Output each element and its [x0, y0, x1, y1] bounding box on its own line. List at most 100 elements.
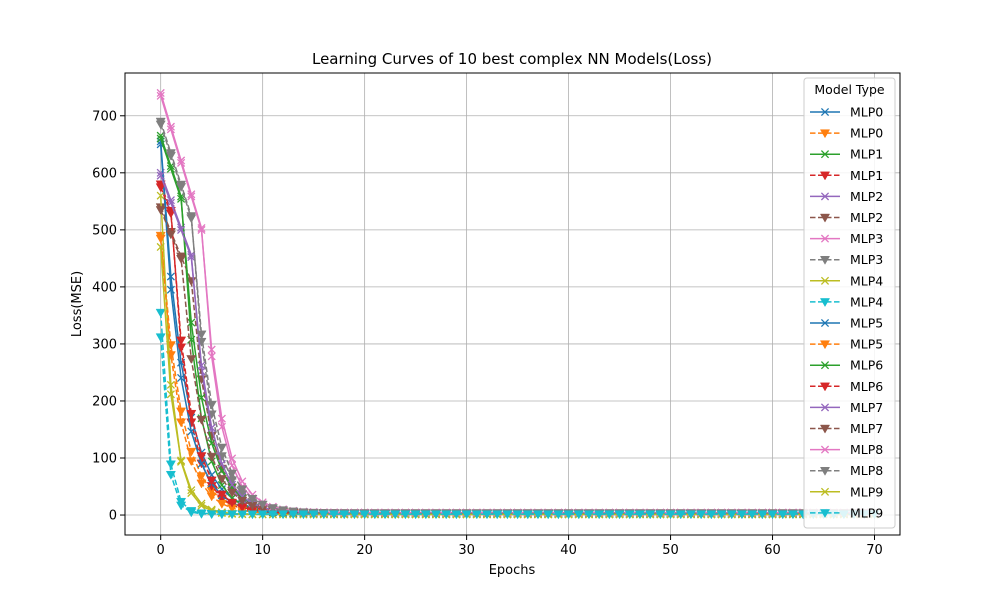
data-point	[665, 510, 676, 520]
legend-marker	[820, 318, 830, 328]
data-point	[747, 510, 758, 520]
data-point	[165, 151, 176, 161]
data-point	[186, 355, 197, 364]
data-point	[237, 510, 248, 520]
data-point	[777, 510, 788, 520]
data-point	[155, 120, 166, 130]
legend-marker	[819, 298, 831, 308]
data-point	[155, 308, 166, 318]
data-point	[543, 510, 554, 520]
data-point	[237, 496, 248, 506]
chart-title: Learning Curves of 10 best complex NN Mo…	[312, 50, 712, 68]
data-point	[176, 183, 187, 192]
data-point	[186, 214, 197, 224]
legend-label: MLP8	[850, 442, 883, 457]
data-point	[675, 510, 686, 520]
data-point	[614, 510, 625, 520]
data-point	[298, 510, 309, 520]
data-point	[165, 470, 176, 480]
data-point	[451, 510, 462, 520]
x-tick-label: 40	[560, 543, 577, 558]
data-point	[349, 510, 360, 520]
data-point	[410, 510, 421, 520]
legend-marker	[820, 276, 830, 285]
legend-marker	[820, 192, 830, 201]
data-point	[228, 480, 237, 489]
data-point	[645, 510, 656, 520]
data-point	[206, 510, 217, 520]
legend-entry: MLP3	[810, 231, 883, 246]
legend-entry: MLP1	[810, 168, 883, 183]
legend-label: MLP7	[850, 400, 883, 415]
legend-entry: MLP8	[810, 442, 883, 457]
data-point	[767, 510, 778, 520]
data-point	[624, 510, 635, 520]
legend-entry: MLP4	[810, 273, 883, 288]
data-point	[716, 510, 727, 520]
plot-frame	[124, 72, 901, 536]
data-point	[197, 361, 206, 370]
legend-label: MLP4	[850, 273, 883, 288]
legend-entry: MLP6	[810, 379, 883, 394]
legend-marker	[819, 509, 831, 519]
y-tick-label: 700	[92, 109, 117, 124]
data-point	[186, 447, 197, 457]
legend-entry: MLP9	[810, 505, 883, 520]
legend-label: MLP9	[850, 505, 883, 520]
data-point	[696, 510, 707, 520]
legend-entry: MLP6	[810, 358, 883, 373]
data-point	[726, 510, 737, 520]
data-point	[187, 488, 196, 498]
data-point	[217, 459, 226, 468]
data-point	[706, 510, 717, 520]
data-point	[197, 459, 206, 468]
legend-entry: MLP5	[810, 337, 883, 352]
data-point	[206, 452, 217, 462]
legend-label: MLP2	[850, 210, 883, 225]
legend-label: MLP7	[850, 421, 883, 436]
y-tick-label: 500	[92, 223, 117, 238]
data-point	[177, 373, 186, 382]
data-point	[176, 255, 187, 264]
data-point	[216, 475, 227, 484]
legend-entry: MLP0	[810, 105, 883, 120]
y-tick-label: 200	[92, 394, 117, 409]
data-point	[206, 476, 217, 486]
data-point	[196, 510, 207, 519]
y-axis: 0 100 200 300 400 500 600 700	[92, 109, 125, 524]
data-point	[634, 510, 645, 520]
data-point	[155, 206, 166, 215]
data-point	[563, 510, 574, 520]
data-point	[512, 510, 523, 520]
data-point	[237, 485, 248, 495]
legend-marker	[819, 340, 831, 350]
y-tick-label: 100	[92, 452, 117, 467]
legend-marker	[819, 256, 831, 265]
data-point	[196, 479, 207, 489]
data-point	[196, 452, 207, 462]
data-point	[787, 510, 798, 520]
data-point	[156, 171, 165, 180]
data-point	[156, 134, 165, 143]
data-point	[197, 499, 206, 508]
y-tick-label: 0	[109, 509, 117, 524]
x-tick-label: 60	[764, 543, 781, 558]
data-point	[308, 510, 319, 520]
legend-marker	[819, 129, 831, 139]
legend-marker	[819, 382, 831, 392]
legend-marker	[820, 403, 830, 412]
data-point	[492, 510, 503, 520]
legend-marker	[819, 171, 831, 181]
data-point	[166, 285, 175, 294]
legend-label: MLP0	[850, 105, 883, 120]
data-point	[522, 510, 533, 520]
data-point	[583, 510, 595, 520]
data-point	[318, 510, 329, 520]
y-axis-label: Loss(MSE)	[70, 271, 85, 337]
data-point	[257, 510, 268, 520]
data-point	[166, 390, 175, 399]
data-point	[502, 510, 513, 520]
data-point	[216, 510, 227, 520]
legend-entry: MLP8	[810, 463, 883, 478]
legend-label: MLP5	[850, 337, 883, 352]
